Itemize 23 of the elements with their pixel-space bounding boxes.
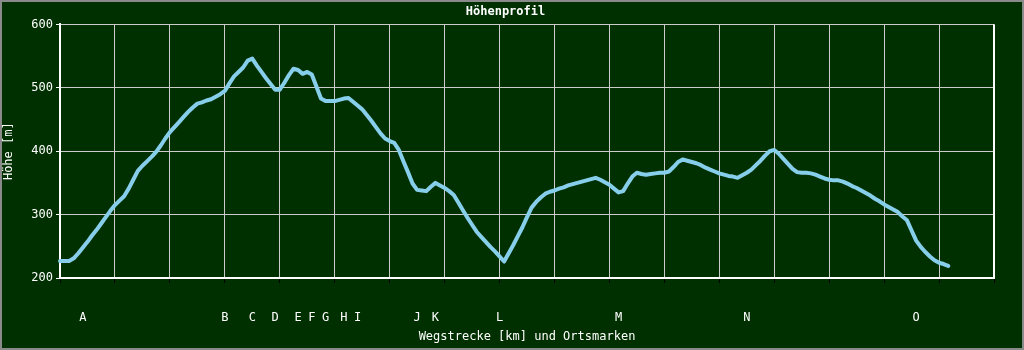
y-tick-label: 200 [31,270,53,285]
x-tick-label: L [495,310,504,325]
y-tick-label: 300 [31,206,53,221]
x-tick-label: D [271,310,279,325]
x-tick-label: G [321,310,330,325]
x-tick-label: O [912,310,920,325]
x-tick-label: I [353,310,362,325]
y-axis-title: Höhe [m] [1,122,16,181]
x-tick-label: H [340,310,348,325]
x-tick-label: B [221,310,229,325]
x-tick-label: A [79,310,88,325]
x-tick-label: M [614,310,623,325]
x-axis-title: Wegstrecke [km] und Ortsmarken [418,328,636,343]
x-tick-label: F [308,310,316,325]
y-tick-label: 500 [31,79,53,94]
x-tick-label: C [248,310,256,325]
chart-title: Höhenprofil [465,4,546,19]
y-tick-label: 600 [31,16,53,31]
x-tick-label: E [294,310,302,325]
x-tick-label: J [413,310,421,325]
x-tick-label: K [431,310,440,325]
y-tick-label: 400 [31,143,53,158]
x-tick-label: N [743,310,751,325]
